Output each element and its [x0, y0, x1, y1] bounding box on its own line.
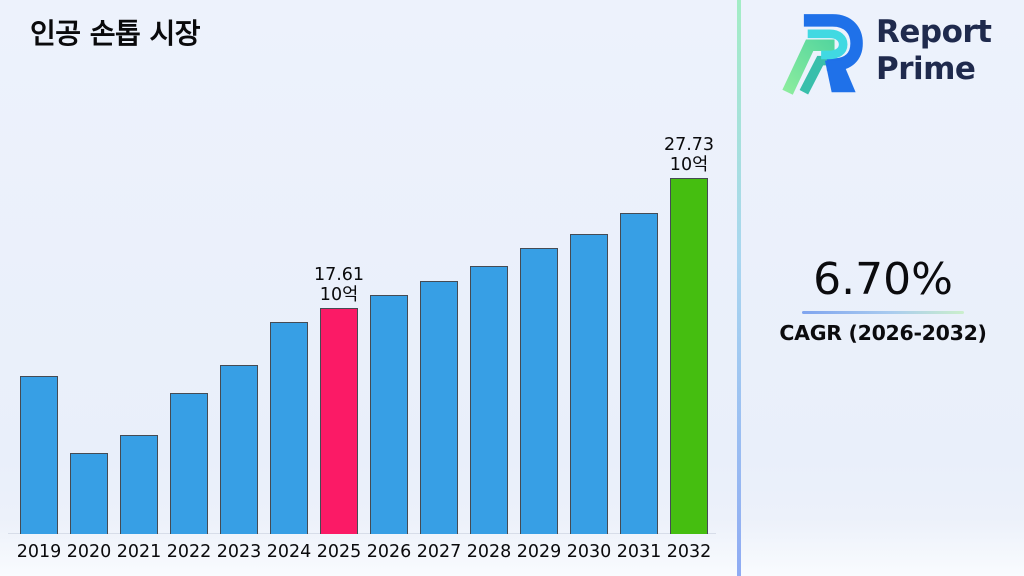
- bar-2026: [370, 295, 408, 534]
- x-tick-2028: 2028: [466, 542, 512, 562]
- bar-2032: [670, 178, 708, 534]
- bar-2023: [220, 365, 258, 534]
- page-title: 인공 손톱 시장: [30, 17, 201, 50]
- bar-column-2029: 2029: [517, 178, 561, 562]
- report-prime-logo-icon: [782, 14, 863, 95]
- x-tick-2026: 2026: [366, 542, 412, 562]
- cagr-label: CAGR (2026-2032): [779, 321, 987, 345]
- bar-column-2027: 2027: [417, 178, 461, 562]
- x-tick-2025: 2025: [316, 542, 362, 562]
- logo-word-prime: Prime: [876, 51, 976, 87]
- x-tick-2020: 2020: [66, 542, 112, 562]
- bar-2028: [470, 266, 508, 534]
- x-tick-2031: 2031: [616, 542, 662, 562]
- bar-column-2030: 2030: [567, 178, 611, 562]
- data-label-2025: 17.61 10억: [313, 265, 365, 305]
- bar-column-2026: 2026: [367, 178, 411, 562]
- x-tick-2029: 2029: [516, 542, 562, 562]
- cagr-underline: [802, 311, 964, 314]
- bar-column-2031: 2031: [617, 178, 661, 562]
- bar-2030: [570, 234, 608, 534]
- bar-column-2019: 2019: [17, 178, 61, 562]
- section-divider: [737, 0, 741, 576]
- x-tick-2021: 2021: [116, 542, 162, 562]
- x-tick-2023: 2023: [216, 542, 262, 562]
- bar-2019: [20, 376, 58, 534]
- x-tick-2022: 2022: [166, 542, 212, 562]
- x-tick-2030: 2030: [566, 542, 612, 562]
- bar-2024: [270, 322, 308, 534]
- cagr-panel: 6.70% CAGR (2026-2032): [763, 254, 1003, 345]
- cagr-value: 6.70%: [813, 254, 953, 305]
- bar-2031: [620, 213, 658, 534]
- bar-chart: 2019 2020 2021 2022 2023 2024 17.61 10억 2025 2026…: [17, 135, 714, 562]
- x-tick-2019: 2019: [16, 542, 62, 562]
- bar-column-2032: 27.73 10억 2032: [664, 135, 714, 562]
- x-tick-2032: 2032: [666, 542, 712, 562]
- bar-column-2023: 2023: [217, 178, 261, 562]
- bar-2027: [420, 281, 458, 534]
- bar-column-2028: 2028: [467, 178, 511, 562]
- x-axis-line: [8, 533, 716, 534]
- bar-2022: [170, 393, 208, 534]
- logo-word-report: Report: [876, 14, 992, 50]
- bar-column-2022: 2022: [167, 178, 211, 562]
- x-tick-2027: 2027: [416, 542, 462, 562]
- bar-2021: [120, 435, 158, 534]
- x-tick-2024: 2024: [266, 542, 312, 562]
- bar-2029: [520, 248, 558, 534]
- bar-2025: [320, 308, 358, 534]
- bar-2020: [70, 453, 108, 534]
- bar-column-2024: 2024: [267, 178, 311, 562]
- data-label-2032: 27.73 10억: [663, 135, 715, 175]
- report-prime-logo: Report Prime: [778, 6, 992, 98]
- bar-column-2021: 2021: [117, 178, 161, 562]
- logo-wordmark: Report Prime: [876, 14, 992, 88]
- bar-column-2025: 17.61 10억 2025: [314, 178, 364, 562]
- bar-column-2020: 2020: [67, 178, 111, 562]
